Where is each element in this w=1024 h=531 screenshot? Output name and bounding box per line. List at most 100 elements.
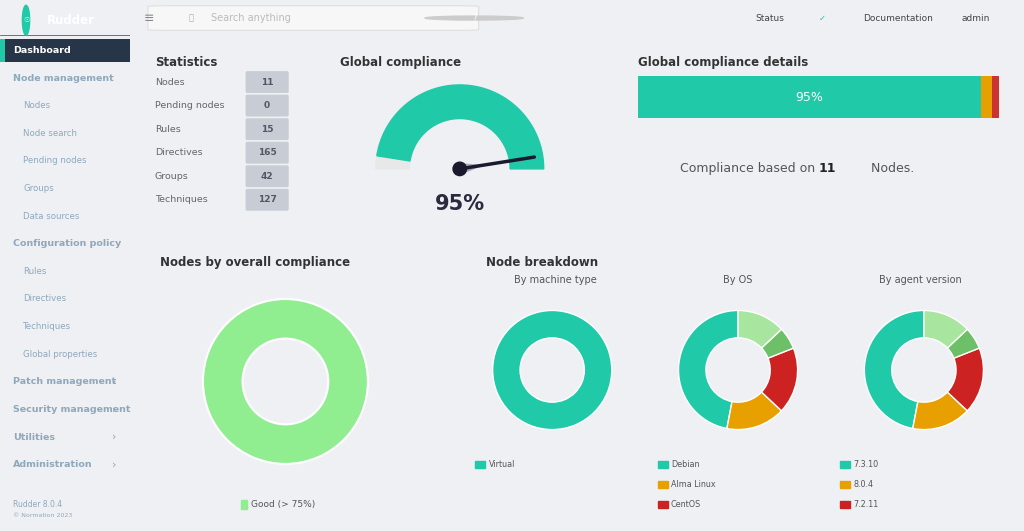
Text: CentOS: CentOS xyxy=(671,500,701,509)
Text: Nodes.: Nodes. xyxy=(866,162,914,175)
Text: Nodes: Nodes xyxy=(24,101,50,110)
Circle shape xyxy=(453,162,467,176)
Text: 0: 0 xyxy=(264,101,270,110)
FancyBboxPatch shape xyxy=(246,165,289,187)
Text: Groups: Groups xyxy=(24,184,54,193)
Text: ›: › xyxy=(113,432,117,442)
FancyBboxPatch shape xyxy=(246,95,289,116)
Text: Utilities: Utilities xyxy=(13,433,55,441)
Text: 🔍: 🔍 xyxy=(188,14,194,22)
Polygon shape xyxy=(376,85,544,169)
Text: Nodes by overall compliance: Nodes by overall compliance xyxy=(160,256,350,269)
Bar xyxy=(475,460,485,468)
Text: Pending nodes: Pending nodes xyxy=(155,101,224,110)
FancyBboxPatch shape xyxy=(246,189,289,211)
Text: Good (> 75%): Good (> 75%) xyxy=(251,500,315,509)
Text: Rudder 8.0.4: Rudder 8.0.4 xyxy=(13,500,62,509)
Text: Rules: Rules xyxy=(24,267,47,276)
Text: 15: 15 xyxy=(261,125,273,134)
Text: 95%: 95% xyxy=(435,194,484,214)
Wedge shape xyxy=(762,348,798,411)
Polygon shape xyxy=(377,85,544,169)
Text: 8.0.4: 8.0.4 xyxy=(853,480,873,489)
FancyBboxPatch shape xyxy=(639,76,981,118)
Text: 11: 11 xyxy=(261,78,273,87)
Text: Debian: Debian xyxy=(671,460,699,469)
Text: 7.2.11: 7.2.11 xyxy=(853,500,879,509)
Text: ✓: ✓ xyxy=(818,14,825,22)
FancyBboxPatch shape xyxy=(147,6,478,30)
Text: Virtual: Virtual xyxy=(488,460,515,469)
Text: Pending nodes: Pending nodes xyxy=(24,157,87,165)
FancyBboxPatch shape xyxy=(246,71,289,93)
Text: Directives: Directives xyxy=(24,295,67,303)
Text: By agent version: By agent version xyxy=(880,275,962,285)
Text: Node management: Node management xyxy=(13,74,114,82)
Text: Techniques: Techniques xyxy=(24,322,72,331)
Text: 42: 42 xyxy=(261,172,273,181)
Text: Node breakdown: Node breakdown xyxy=(486,256,598,269)
Bar xyxy=(657,481,668,488)
Text: Documentation: Documentation xyxy=(863,14,933,22)
Circle shape xyxy=(425,16,523,20)
Text: Global properties: Global properties xyxy=(24,350,97,358)
Wedge shape xyxy=(738,311,781,348)
Wedge shape xyxy=(762,329,794,358)
Wedge shape xyxy=(679,311,738,429)
Wedge shape xyxy=(493,311,611,430)
Wedge shape xyxy=(203,299,368,464)
Wedge shape xyxy=(947,348,983,411)
Bar xyxy=(841,460,850,468)
Bar xyxy=(841,481,850,488)
FancyBboxPatch shape xyxy=(991,76,998,118)
Text: Statistics: Statistics xyxy=(155,56,217,68)
Text: Rudder: Rudder xyxy=(47,14,95,27)
Circle shape xyxy=(23,5,30,35)
Text: ›: › xyxy=(113,405,117,414)
Text: ›: › xyxy=(113,460,117,469)
Wedge shape xyxy=(912,392,968,430)
Text: 127: 127 xyxy=(258,195,276,204)
FancyBboxPatch shape xyxy=(246,142,289,164)
Text: ≡: ≡ xyxy=(143,12,154,24)
Text: Directives: Directives xyxy=(155,148,203,157)
Text: Techniques: Techniques xyxy=(155,195,208,204)
Text: Global compliance details: Global compliance details xyxy=(639,56,809,68)
Text: Global compliance: Global compliance xyxy=(340,56,461,68)
Text: 7.3.10: 7.3.10 xyxy=(853,460,879,469)
Text: By OS: By OS xyxy=(723,275,753,285)
Text: ☉: ☉ xyxy=(23,17,29,23)
Text: 11: 11 xyxy=(818,162,837,175)
Bar xyxy=(657,460,668,468)
Wedge shape xyxy=(947,329,979,358)
Text: Node search: Node search xyxy=(24,129,78,138)
FancyBboxPatch shape xyxy=(981,76,991,118)
Bar xyxy=(0,39,5,62)
Text: Nodes: Nodes xyxy=(155,78,184,87)
Text: By machine type: By machine type xyxy=(514,275,597,285)
Text: Security management: Security management xyxy=(13,405,130,414)
Text: Patch management: Patch management xyxy=(13,378,117,386)
Bar xyxy=(657,501,668,508)
Text: 95%: 95% xyxy=(796,91,823,104)
Bar xyxy=(241,500,247,509)
Text: Configuration policy: Configuration policy xyxy=(13,239,121,248)
Text: 165: 165 xyxy=(258,148,276,157)
Text: ›: › xyxy=(113,377,117,387)
Text: Search anything: Search anything xyxy=(211,13,291,23)
Text: Dashboard: Dashboard xyxy=(13,46,71,55)
Text: © Normation 2023: © Normation 2023 xyxy=(13,512,73,518)
Text: Data sources: Data sources xyxy=(24,212,80,220)
Bar xyxy=(841,501,850,508)
Text: Groups: Groups xyxy=(155,172,188,181)
Polygon shape xyxy=(459,164,482,174)
Text: Status: Status xyxy=(756,14,784,22)
Text: Rules: Rules xyxy=(155,125,180,134)
FancyBboxPatch shape xyxy=(0,39,130,62)
Wedge shape xyxy=(727,392,781,430)
Text: ?: ? xyxy=(472,14,476,22)
Wedge shape xyxy=(864,311,924,429)
Text: admin: admin xyxy=(962,14,990,22)
Wedge shape xyxy=(924,311,968,348)
FancyBboxPatch shape xyxy=(246,118,289,140)
